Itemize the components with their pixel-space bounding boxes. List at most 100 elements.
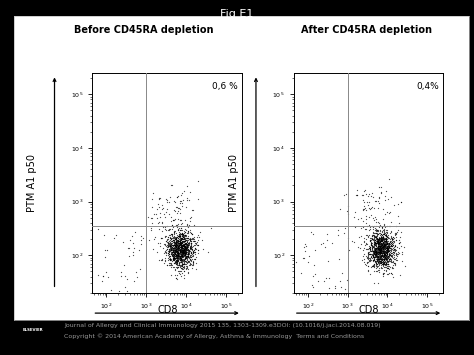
Point [375, 247, 383, 253]
Point [369, 248, 377, 254]
Point [388, 253, 395, 259]
Point [176, 242, 183, 248]
Point [181, 252, 188, 258]
Point [129, 240, 137, 246]
Point [170, 218, 178, 223]
Point [369, 252, 376, 257]
Point [375, 243, 383, 249]
Point [179, 249, 186, 255]
Point [375, 247, 383, 253]
Point [379, 238, 386, 244]
Point [163, 196, 170, 202]
Point [380, 252, 387, 258]
Point [373, 226, 380, 232]
Point [178, 256, 185, 262]
Point [383, 244, 391, 250]
Point [384, 248, 392, 253]
Point [388, 244, 395, 249]
Point [175, 264, 182, 270]
Point [371, 247, 379, 253]
Point [383, 241, 390, 247]
Point [183, 245, 191, 250]
Point [177, 249, 185, 255]
Point [383, 240, 391, 246]
Point [179, 231, 186, 237]
Point [175, 245, 183, 250]
Point [156, 210, 164, 215]
Point [94, 273, 101, 278]
Point [191, 240, 199, 246]
Point [375, 200, 383, 206]
Point [175, 251, 183, 257]
Point [374, 256, 382, 262]
Point [374, 260, 382, 265]
Point [184, 253, 192, 259]
Point [167, 240, 174, 246]
Point [183, 260, 191, 266]
Point [180, 236, 188, 242]
Point [180, 275, 187, 281]
Point [185, 251, 192, 257]
Point [370, 232, 377, 237]
Point [376, 233, 384, 238]
Point [378, 235, 386, 241]
Point [177, 265, 184, 271]
Point [165, 248, 173, 253]
Point [167, 260, 174, 266]
Point [377, 237, 385, 243]
Point [172, 252, 180, 258]
Point [376, 250, 383, 256]
Point [380, 253, 387, 259]
Point [377, 238, 385, 244]
Point [186, 248, 193, 253]
Point [382, 233, 389, 239]
Point [374, 237, 381, 243]
Point [371, 249, 379, 255]
Point [383, 266, 390, 271]
Point [171, 247, 179, 253]
Point [182, 247, 189, 253]
Point [171, 250, 179, 255]
Point [176, 256, 184, 261]
Point [379, 251, 386, 256]
Point [177, 248, 184, 254]
Point [181, 241, 188, 246]
Point [386, 243, 394, 248]
Point [376, 246, 384, 252]
Point [375, 256, 383, 261]
Point [379, 236, 386, 241]
Point [374, 250, 382, 255]
Point [169, 244, 177, 249]
Point [375, 251, 383, 257]
Point [380, 257, 388, 263]
Point [383, 261, 391, 267]
Point [169, 257, 176, 262]
Point [178, 244, 185, 249]
Point [173, 241, 180, 247]
Point [379, 231, 387, 237]
Point [168, 238, 176, 244]
Point [163, 246, 171, 252]
Text: Fig E1: Fig E1 [220, 9, 254, 19]
Point [165, 248, 173, 254]
Point [383, 245, 390, 251]
Point [383, 245, 391, 250]
Point [167, 235, 175, 241]
Point [179, 250, 186, 255]
Point [372, 251, 379, 257]
Point [187, 218, 194, 224]
Point [360, 257, 368, 262]
Point [382, 245, 389, 250]
Point [386, 256, 393, 262]
Point [168, 239, 176, 244]
Point [381, 271, 388, 276]
Point [182, 249, 190, 255]
Point [384, 253, 392, 259]
Point [168, 231, 176, 236]
Point [397, 229, 405, 235]
Point [180, 262, 187, 267]
Point [170, 252, 178, 257]
Point [374, 260, 382, 266]
Point [374, 251, 382, 256]
Point [394, 213, 401, 219]
